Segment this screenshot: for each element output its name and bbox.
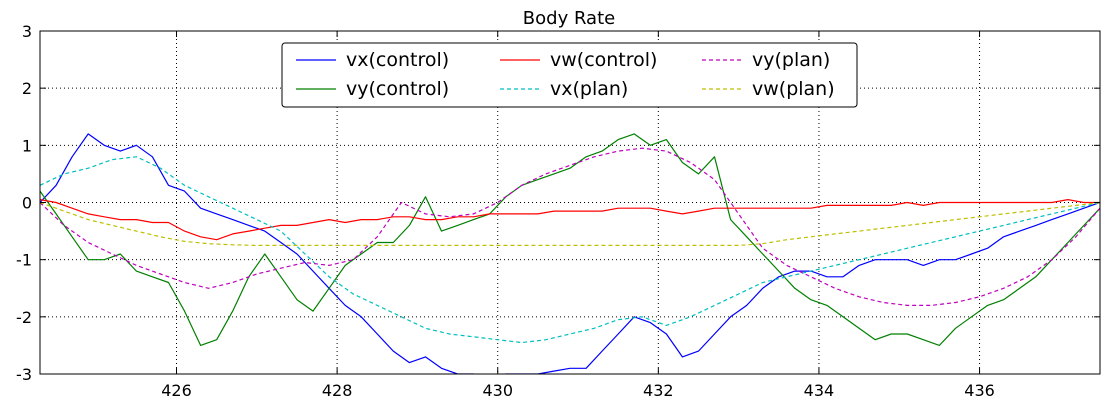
- series-line-1: [40, 133, 1100, 346]
- series-line-4: [40, 147, 1100, 306]
- legend-label-0: vx(control): [346, 49, 449, 71]
- x-tick-label: 434: [804, 381, 835, 400]
- y-tick-label: -3: [16, 365, 32, 384]
- legend-box: [281, 42, 858, 108]
- series-line-5: [40, 201, 1100, 246]
- series-line-0: [40, 133, 1100, 374]
- x-tick-label: 430: [482, 381, 513, 400]
- legend-label-1: vy(control): [346, 78, 449, 100]
- series-line-3: [40, 156, 1100, 344]
- grid: [40, 31, 1100, 374]
- x-tick-label: 432: [643, 381, 674, 400]
- legend-label-4: vy(plan): [752, 49, 830, 71]
- y-tick-label: -1: [16, 251, 32, 270]
- axis-ticks: 426 428 430 432 434 436 -3 -2 -1 0 1 2 3: [16, 22, 1100, 400]
- legend-label-3: vx(plan): [550, 78, 628, 100]
- chart-title: Body Rate: [523, 8, 615, 29]
- y-tick-label: 0: [22, 194, 32, 213]
- x-tick-label: 436: [964, 381, 995, 400]
- legend: vx(control) vy(control) vw(control) vx(plan…: [281, 42, 858, 108]
- y-tick-label: 1: [22, 136, 32, 155]
- x-tick-label: 426: [161, 381, 192, 400]
- y-tick-label: -2: [16, 308, 32, 327]
- series-layer: [40, 133, 1100, 374]
- x-tick-label: 428: [322, 381, 353, 400]
- y-tick-label: 2: [22, 79, 32, 98]
- legend-label-5: vw(plan): [752, 78, 835, 100]
- series-line-2: [40, 199, 1100, 241]
- y-tick-label: 3: [22, 22, 32, 41]
- legend-label-2: vw(control): [550, 49, 657, 71]
